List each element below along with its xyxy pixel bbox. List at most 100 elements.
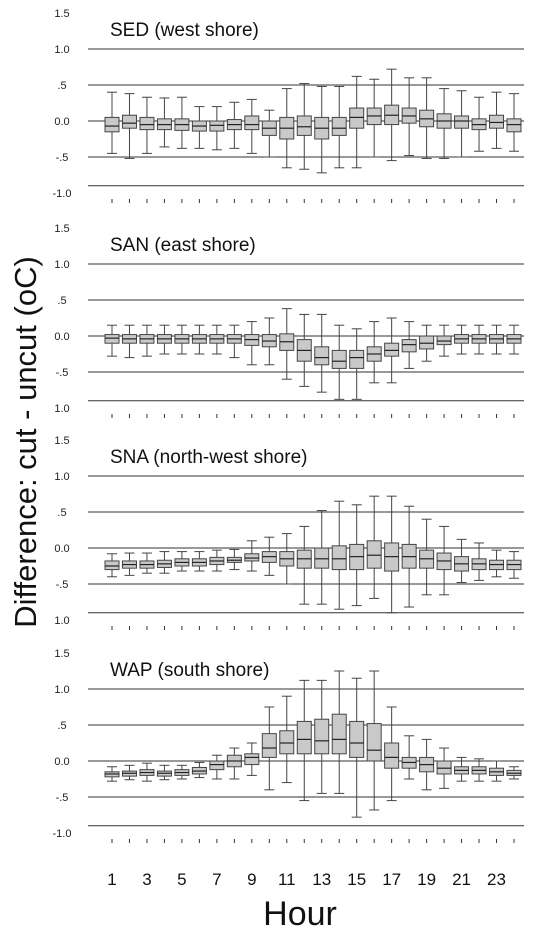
panel-title: SNA (north-west shore): [110, 447, 307, 468]
box-hour-7: [209, 106, 225, 151]
box: [296, 720, 312, 755]
box-hour-19: [419, 518, 435, 596]
panels-group: 1.5 1.0 .5 0.0 -.5 -1.0 SED (west shore) 1.5 1.0…: [53, 8, 524, 843]
y-tick-label: .5: [57, 720, 66, 732]
box-hour-21: [454, 756, 470, 782]
x-tick-label: 5: [177, 870, 186, 889]
box-hour-12: [296, 83, 312, 170]
y-tick-label: 0.0: [54, 331, 69, 343]
panel-title: SED (west shore): [110, 20, 259, 41]
y-tick-label: 1.0: [54, 403, 69, 415]
box-hour-1: [104, 553, 120, 578]
box: [244, 115, 260, 131]
box-hour-9: [244, 321, 260, 366]
x-tick-label: 17: [382, 870, 401, 889]
x-tick-label: 9: [247, 870, 256, 889]
box: [331, 116, 347, 136]
box-hour-5: [174, 324, 190, 355]
box: [104, 560, 120, 571]
y-tick-label: 1.0: [54, 471, 69, 483]
panel-title: SAN (east shore): [110, 235, 256, 256]
box-hour-10: [261, 536, 277, 576]
box-hour-11: [279, 88, 295, 169]
y-tick-label: .5: [57, 295, 66, 307]
box: [314, 547, 330, 569]
box-hour-24: [506, 93, 522, 152]
y-tick-label: 0.0: [54, 543, 69, 555]
box-hour-3: [139, 96, 155, 154]
box-hour-1: [104, 324, 120, 357]
box: [314, 718, 330, 755]
y-axis-title: Difference: cut - uncut (oC): [8, 256, 43, 628]
box-hour-5: [174, 96, 190, 149]
box: [104, 334, 120, 344]
x-tick-label: 15: [347, 870, 366, 889]
box: [384, 742, 400, 769]
panel-2: 1.5 1.0 .5 0.0 -.5 1.0 SAN (east shore): [54, 223, 524, 418]
box-hour-1: [104, 91, 120, 154]
box-hour-24: [506, 551, 522, 579]
box: [366, 723, 382, 762]
box-hour-6: [191, 324, 207, 355]
box-hour-7: [209, 324, 225, 355]
y-tick-label: 1.0: [54, 44, 69, 56]
x-tick-label: 3: [142, 870, 151, 889]
box-hour-22: [471, 96, 487, 152]
y-tick-label: -1.0: [53, 188, 72, 200]
box-hour-23: [489, 324, 505, 355]
box-hour-14: [331, 500, 347, 610]
y-tick-label: 0.0: [54, 756, 69, 768]
box-hour-17: [384, 495, 400, 614]
box-hour-23: [489, 91, 505, 149]
box-hour-12: [296, 525, 312, 605]
box-hour-11: [279, 533, 295, 585]
box: [261, 733, 277, 758]
y-tick-label: 1.0: [54, 259, 69, 271]
box-hour-21: [454, 324, 470, 355]
y-tick-label: -.5: [56, 152, 69, 164]
box-hour-2: [121, 764, 137, 781]
box-hour-8: [226, 548, 242, 571]
box-hour-24: [506, 766, 522, 780]
box: [384, 342, 400, 357]
x-tick-label: 7: [212, 870, 221, 889]
x-tick-label: 21: [452, 870, 471, 889]
panel-4: 1.5 1.0 .5 0.0 -.5 -1.0 WAP (south shore): [53, 648, 524, 843]
box-hour-18: [401, 77, 417, 157]
x-tick-labels: 1 3 5 7 9 11 13 15 17 19 21 23: [107, 870, 506, 889]
y-tick-label: 1.5: [54, 8, 69, 20]
box-hour-6: [191, 551, 207, 572]
box-hour-15: [349, 75, 365, 169]
box: [121, 114, 137, 129]
box-hour-18: [401, 735, 417, 780]
box-hour-2: [121, 93, 137, 159]
box-hour-11: [279, 308, 295, 380]
box: [349, 349, 365, 369]
box-hour-6: [191, 761, 207, 779]
box-hour-12: [296, 313, 312, 387]
box: [489, 114, 505, 129]
box-hour-22: [471, 542, 487, 581]
box-hour-1: [104, 766, 120, 782]
box: [331, 545, 347, 571]
box-hour-13: [314, 313, 330, 393]
box-hour-19: [419, 738, 435, 791]
box-hour-5: [174, 551, 190, 572]
box: [331, 349, 347, 369]
box: [331, 713, 347, 755]
box-hour-10: [261, 317, 277, 366]
box: [419, 335, 435, 350]
box: [454, 115, 470, 129]
y-tick-label: 1.5: [54, 223, 69, 235]
box: [436, 335, 452, 346]
box-hour-20: [436, 324, 452, 357]
x-tick-label: 23: [487, 870, 506, 889]
box: [349, 107, 365, 129]
y-tick-label: 1.0: [54, 684, 69, 696]
box-hour-19: [419, 324, 435, 362]
box-hour-16: [366, 78, 382, 158]
box: [401, 339, 417, 353]
box-hour-21: [454, 90, 470, 158]
box: [244, 553, 260, 562]
